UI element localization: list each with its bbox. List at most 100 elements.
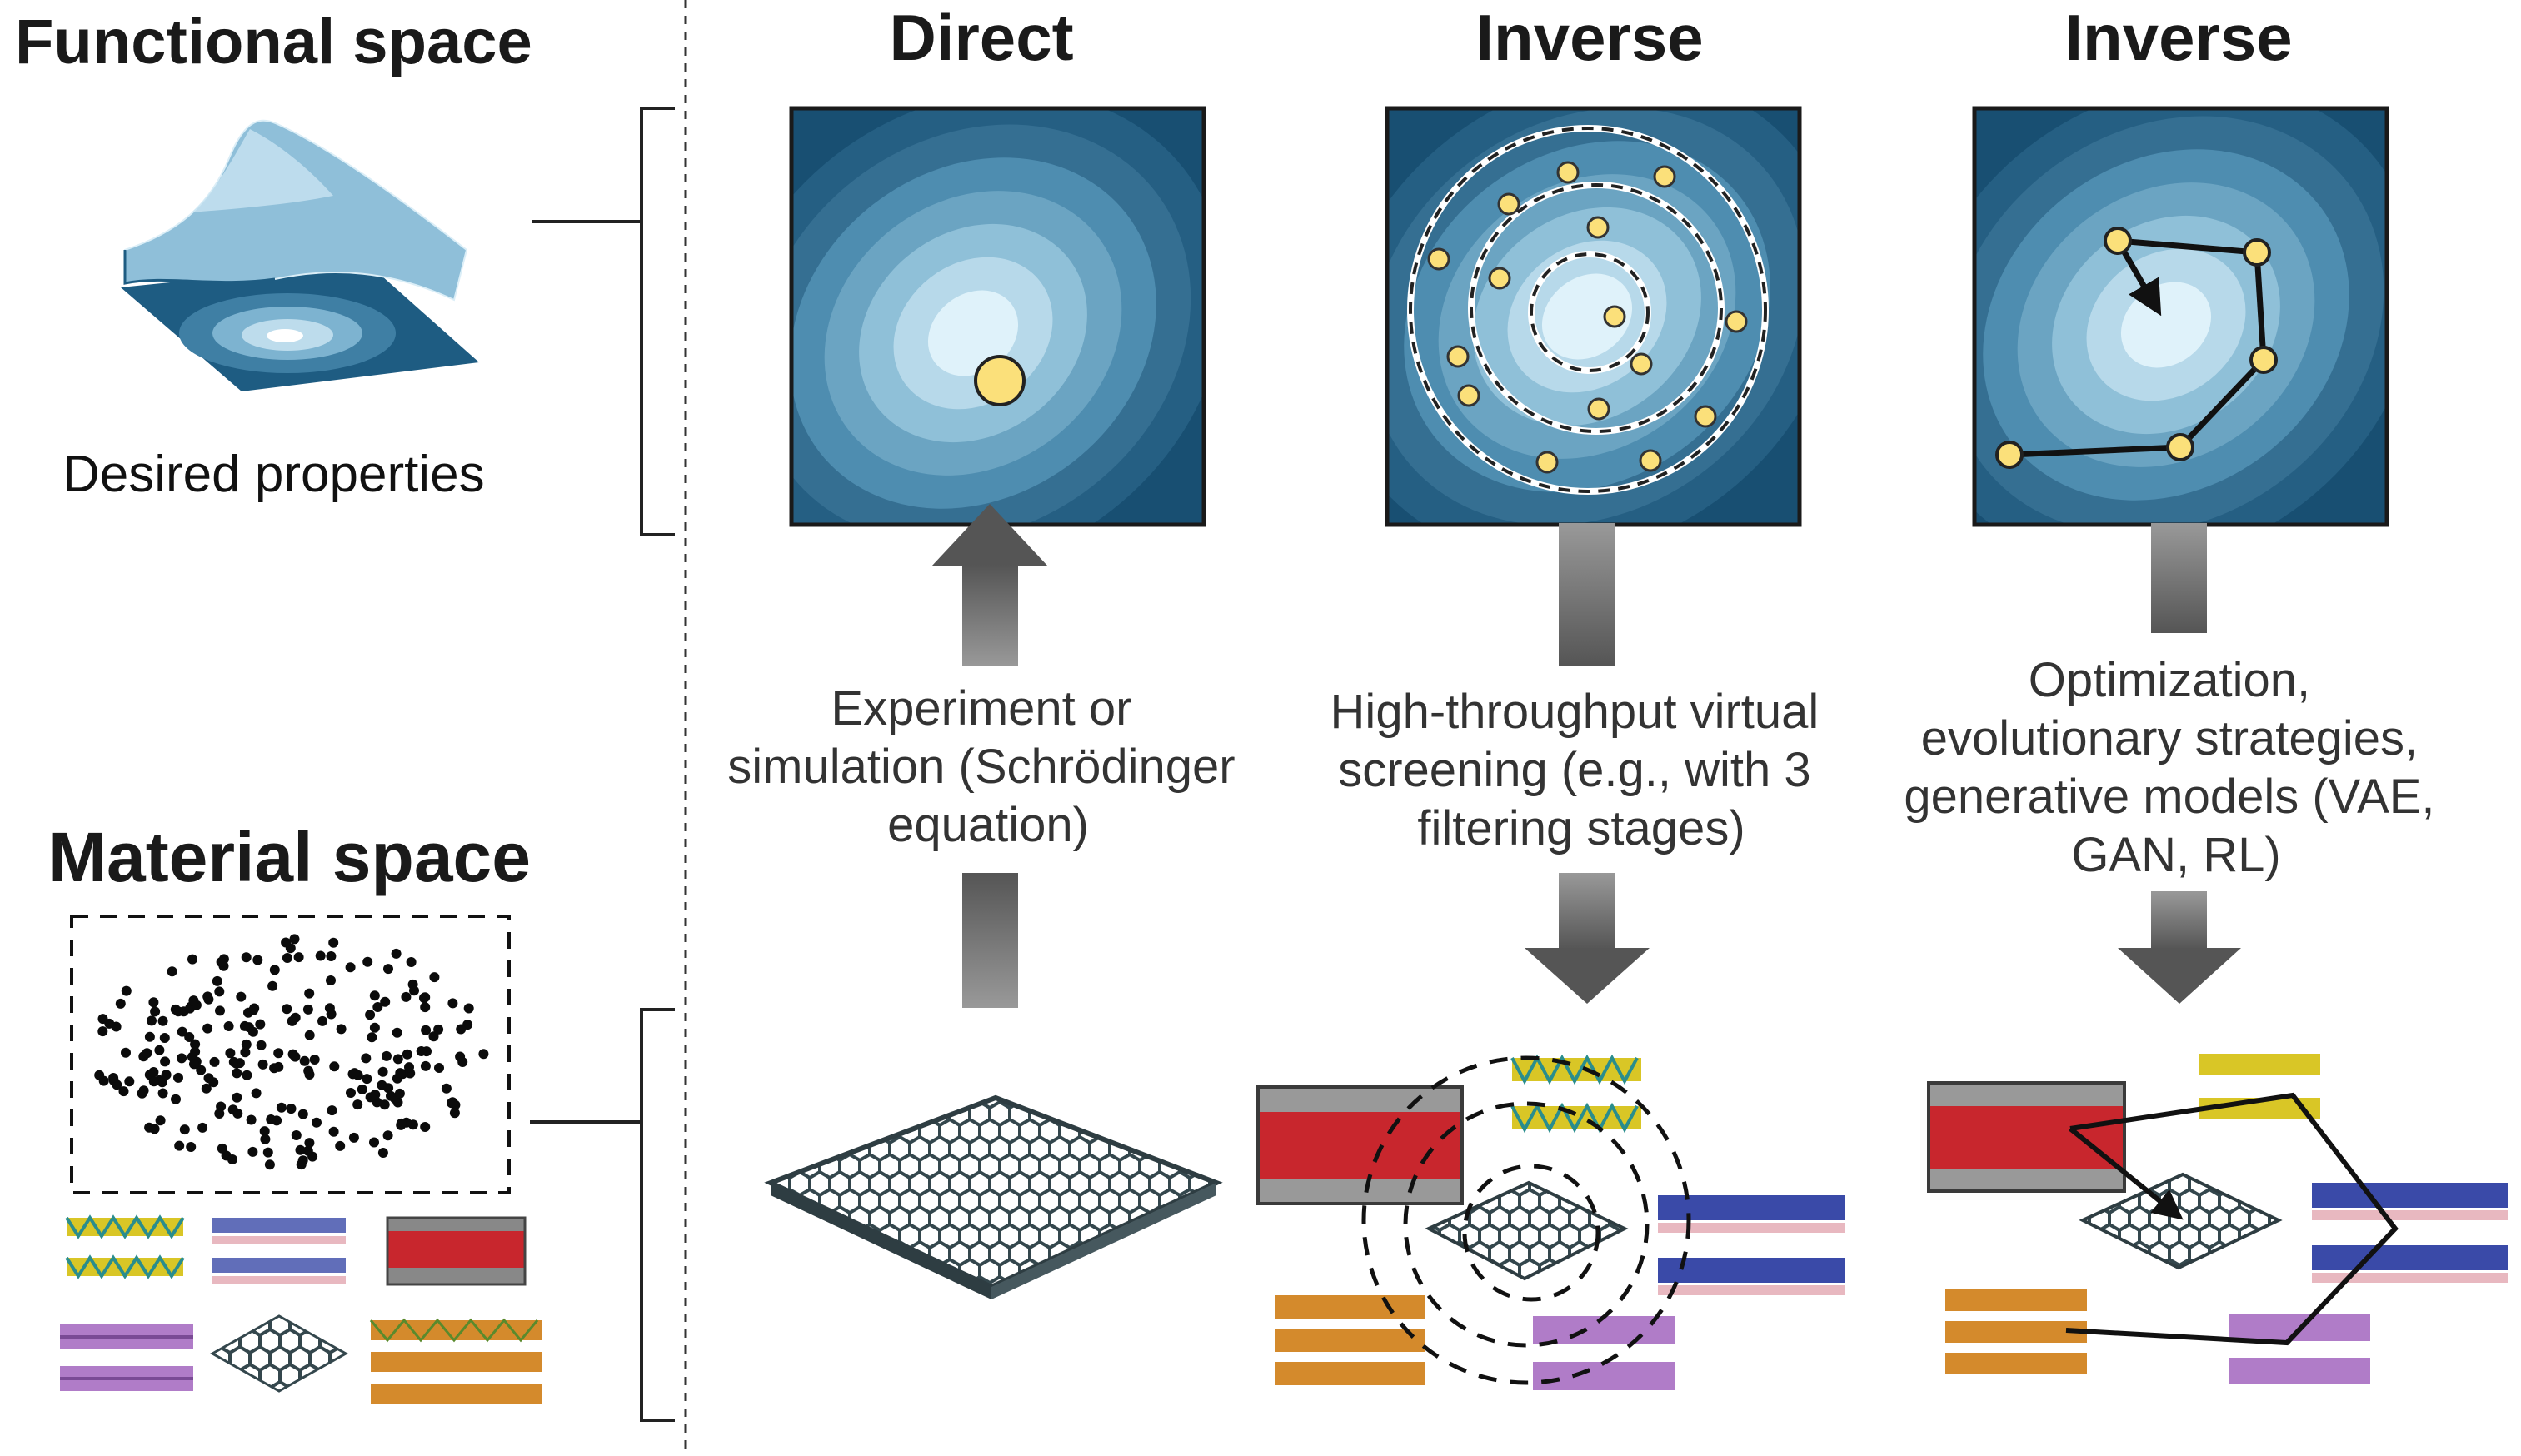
material-point (392, 1054, 403, 1065)
material-point (433, 1024, 444, 1035)
material-point (214, 986, 225, 997)
material-point (293, 952, 304, 963)
material-point (404, 1062, 414, 1073)
material-point (239, 1020, 250, 1031)
screening-inner-ring (1462, 1164, 1600, 1302)
material-point (179, 1124, 190, 1135)
material-point (420, 992, 431, 1003)
material-point (304, 1138, 315, 1149)
screening-caption-line: High-throughput virtual (1330, 685, 1820, 739)
material-point (478, 1049, 489, 1060)
material-point (177, 1053, 187, 1064)
candidate-point (1488, 267, 1511, 290)
optimization-arrow-down (2118, 523, 2241, 1004)
material-point (383, 964, 393, 975)
material-point (241, 952, 252, 963)
screening-middle-ring (1403, 1101, 1650, 1348)
material-point (416, 1046, 427, 1056)
material-point (160, 1056, 171, 1067)
material-point (227, 1104, 238, 1115)
material-point (259, 1126, 270, 1137)
candidate-point (1653, 165, 1676, 188)
material-point (362, 1074, 372, 1085)
optimization-caption-line: evolutionary strategies, (1921, 711, 2418, 765)
material-point (328, 937, 339, 948)
material-point (396, 1118, 407, 1129)
material-point (348, 1132, 359, 1143)
material-point (167, 966, 177, 977)
material-point (377, 1066, 388, 1077)
candidate-point (1427, 247, 1450, 271)
material-point (296, 1159, 307, 1170)
direct-arrow-up (931, 504, 1048, 1008)
optimization-materials (1927, 1054, 2508, 1384)
material-point (441, 1083, 452, 1094)
candidate-point (1556, 161, 1580, 184)
candidate-point (1497, 192, 1520, 216)
direct-caption-line: simulation (Schrödinger (727, 740, 1235, 794)
material-point (328, 1126, 339, 1137)
material-point (202, 991, 213, 1002)
material-point (142, 1048, 152, 1059)
material-bracket (640, 1008, 675, 1422)
optimization-caption-line: Optimization, (2029, 653, 2310, 707)
material-point (447, 1097, 458, 1108)
candidate-point (1725, 310, 1748, 333)
material-space-title: Material space (48, 818, 531, 896)
oxide-slab (1256, 1085, 1464, 1205)
material-point (421, 1025, 432, 1035)
material-point (174, 1140, 185, 1151)
functional-surface-illustration (121, 119, 479, 391)
material-point (463, 1003, 474, 1014)
material-point (203, 1073, 214, 1084)
candidate-point (1587, 397, 1610, 421)
orange-trilayer (1275, 1295, 1425, 1385)
material-point (231, 1058, 242, 1069)
oxide-layer-thumb (386, 1216, 527, 1286)
violet-bilayer (2229, 1314, 2370, 1384)
material-point (157, 1077, 167, 1088)
material-point (346, 1088, 356, 1098)
material-point (242, 1070, 252, 1080)
nitride-layer-thumb (212, 1218, 346, 1284)
material-point (190, 1039, 201, 1050)
functional-space-caption: Desired properties (62, 446, 485, 503)
material-point (137, 1088, 147, 1099)
column-title-direct: Direct (889, 1, 1073, 74)
material-point (370, 1090, 381, 1100)
material-point (249, 1003, 260, 1014)
material-point (291, 1130, 302, 1140)
material-point (124, 1076, 135, 1087)
optimization-material-arrow (2069, 1126, 2184, 1220)
material-point (189, 1059, 199, 1070)
material-point (434, 1063, 444, 1073)
candidate-point (1535, 451, 1559, 474)
optimization-caption: Optimization, evolutionary strategies, g… (1904, 653, 2448, 882)
screening-outer-ring (1361, 1055, 1691, 1385)
material-point (409, 985, 419, 996)
material-point (420, 1002, 431, 1013)
material-point (186, 1142, 197, 1152)
material-point (215, 1005, 225, 1016)
material-point (302, 1145, 313, 1156)
step-point (2166, 433, 2194, 461)
material-point (299, 1055, 310, 1066)
candidate-point (1446, 345, 1470, 368)
material-point (148, 997, 159, 1008)
screening-candidates (1427, 161, 1748, 474)
material-point (161, 1070, 172, 1080)
material-point (232, 1092, 242, 1103)
material-point (326, 975, 336, 985)
material-point (324, 1003, 335, 1014)
material-point (382, 1130, 393, 1141)
material-point (317, 1015, 327, 1026)
material-point (449, 1108, 460, 1119)
material-point (367, 1032, 377, 1043)
material-point (372, 1002, 383, 1012)
material-point (309, 1055, 320, 1065)
material-point (369, 1137, 379, 1148)
material-point (217, 1143, 227, 1154)
material-point (315, 950, 326, 961)
material-point (357, 1084, 367, 1094)
material-point (264, 1159, 275, 1170)
